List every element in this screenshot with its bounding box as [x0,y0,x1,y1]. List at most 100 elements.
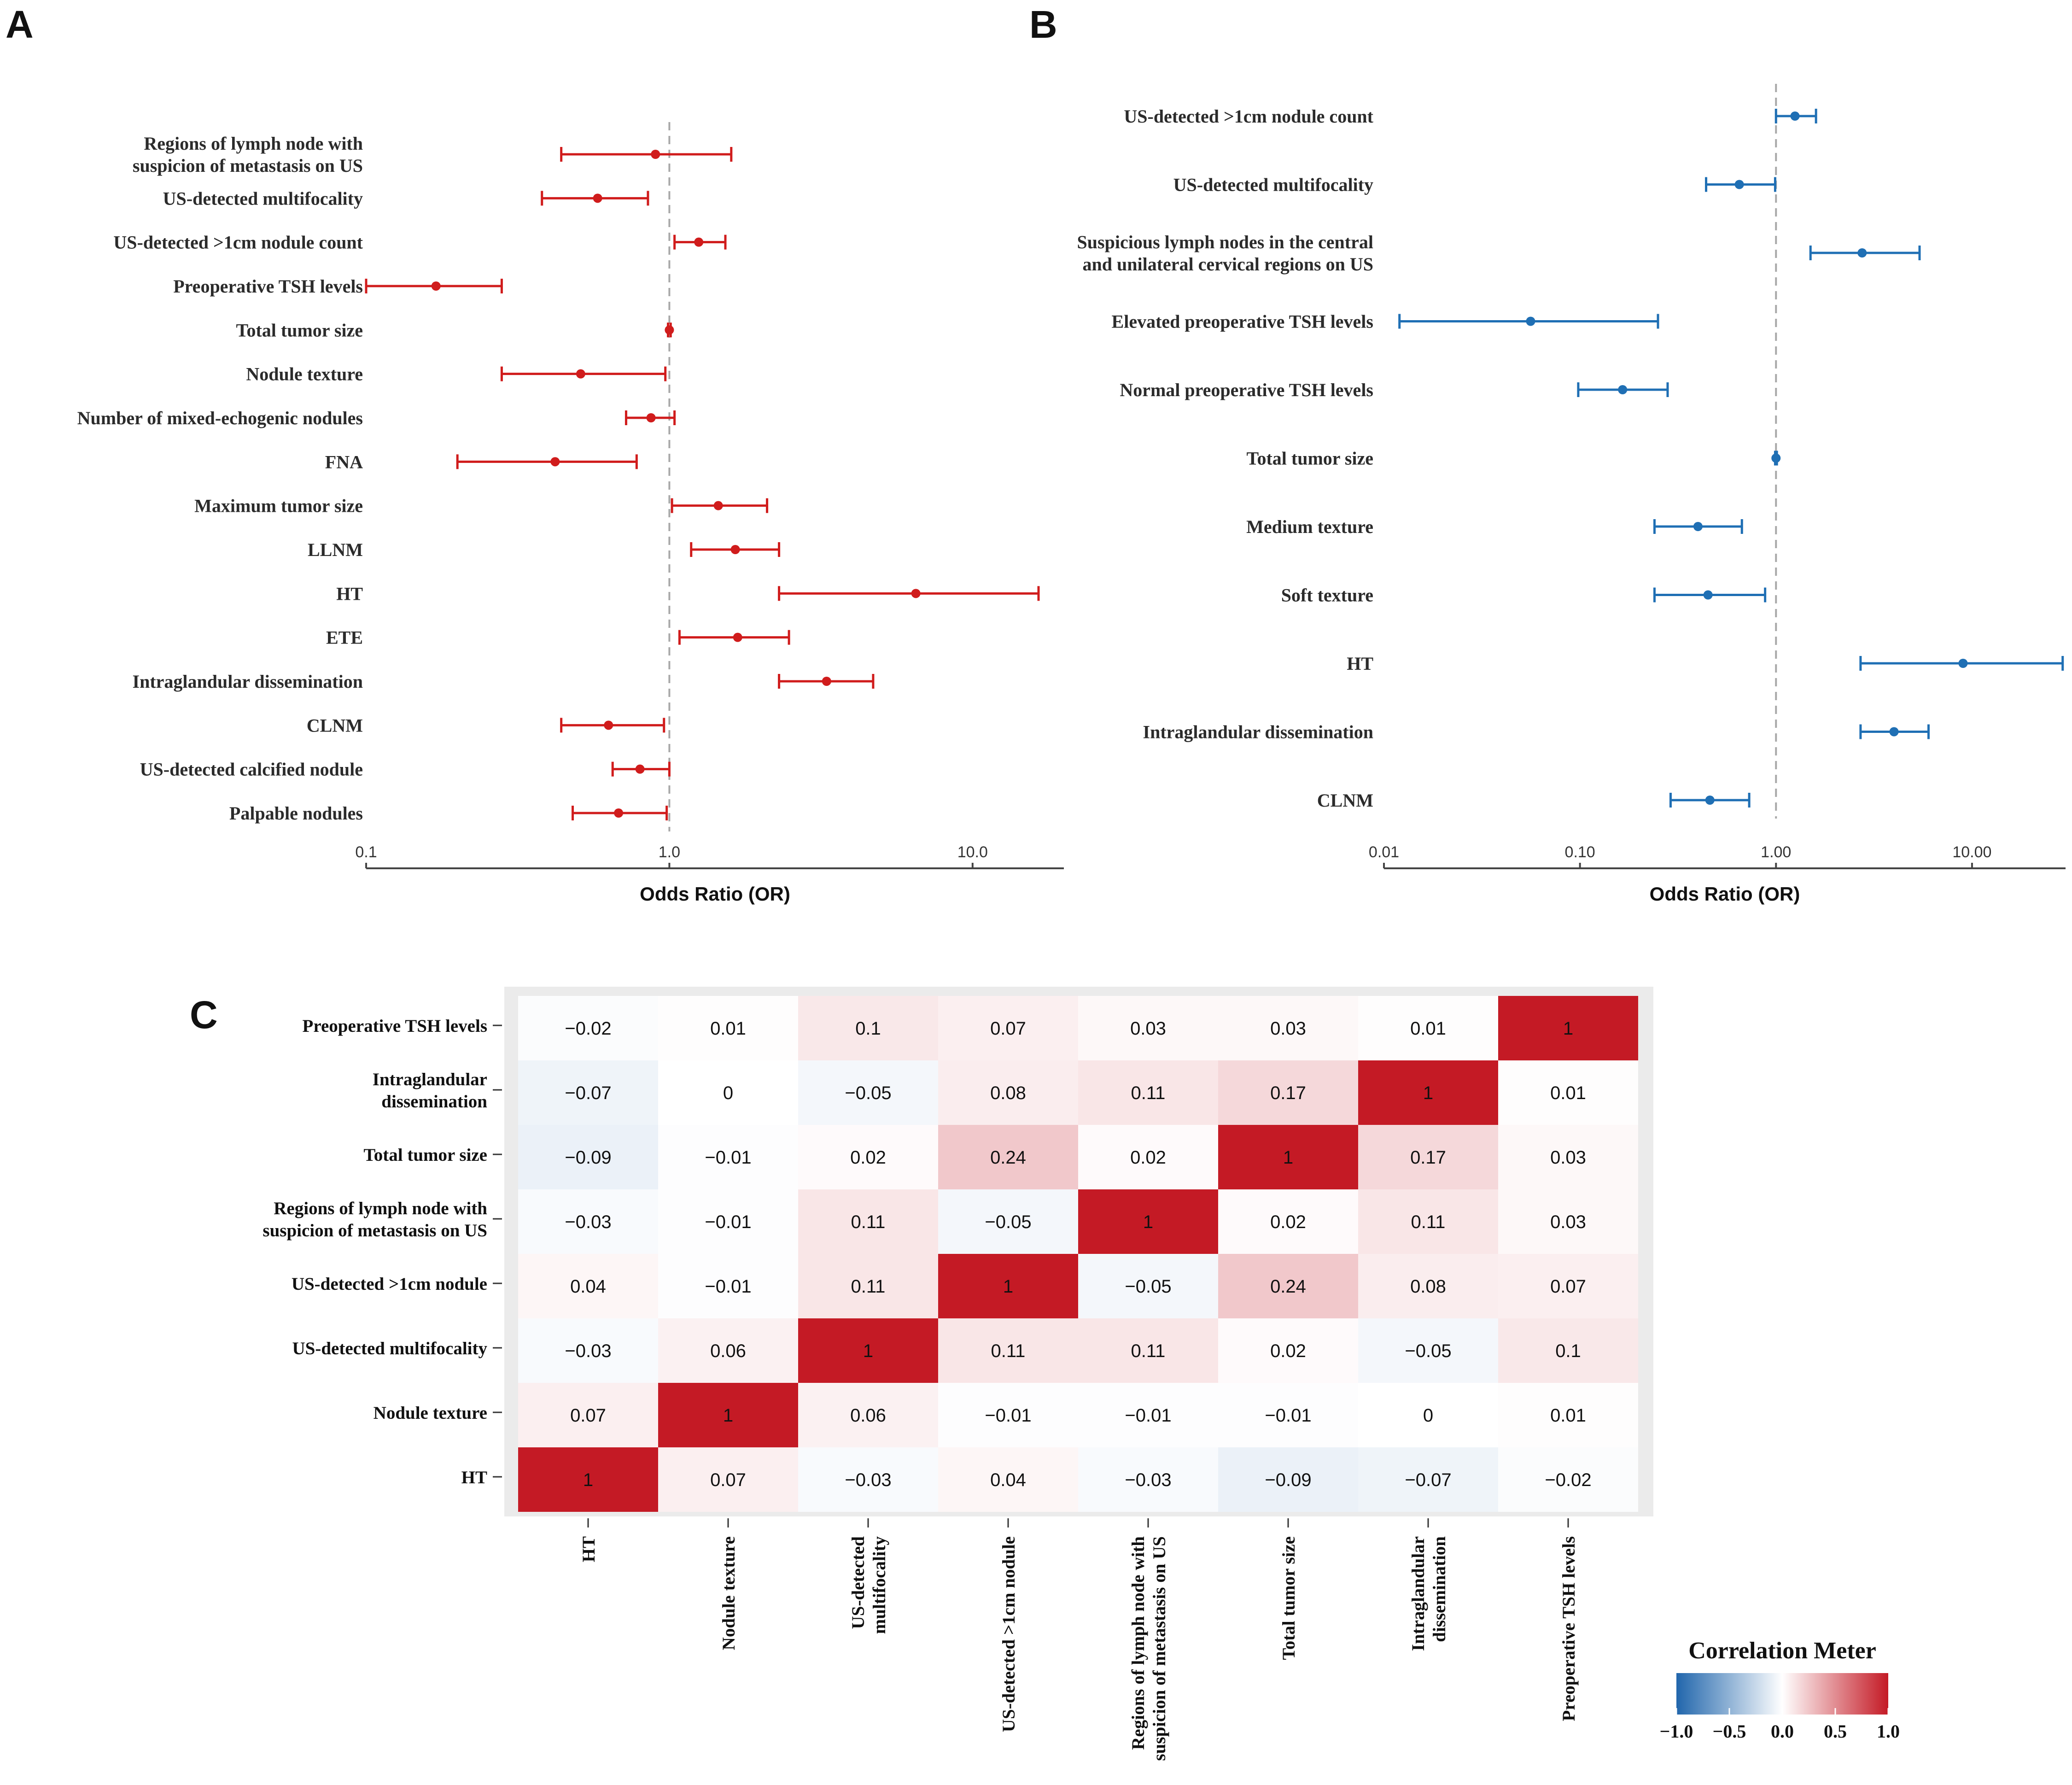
heatmap-cell [938,1318,1078,1383]
heatmap-cell [1078,1383,1218,1447]
or-point [822,677,831,686]
heatmap-cell [658,1125,798,1189]
cell-value: −0.05 [985,1212,1031,1232]
heatmap-cell [1218,1125,1358,1189]
cell-value: 1 [1283,1147,1293,1168]
x-tick-label: 0.01 [1369,843,1399,861]
row-variable-label: Preoperative TSH levels [303,1016,487,1036]
heatmap-cell [1358,1125,1498,1189]
or-point [1705,796,1715,805]
row-label: Number of mixed-echogenic nodules [77,408,363,428]
correlation-legend: Correlation Meter −1.0 −0.5 0.0 0.5 1.0 [1660,1638,1900,1742]
cell-value: 0.11 [1131,1083,1166,1103]
heatmap-cell [798,996,938,1060]
cell-value: −0.03 [565,1212,611,1232]
heatmap-cell [658,996,798,1060]
or-point [1889,727,1899,737]
row-label: ETE [326,627,363,648]
correlation-heatmap: −0.02 0.01 0.1 0.07 0.03 0.03 0.01 1 −0.07 0 −0.05… [263,987,1653,1761]
cell-value: 0.07 [710,1470,746,1490]
or-point [1526,316,1535,326]
heatmap-cell [1358,1060,1498,1125]
row-label: Palpable nodules [229,803,363,824]
row-label: CLNM [307,715,363,736]
or-point [604,720,613,730]
heatmap-cell [1358,1383,1498,1447]
cell-value: 1 [723,1405,733,1426]
heatmap-cell [658,1189,798,1254]
cell-value: 0.07 [570,1405,606,1426]
cell-value: −0.02 [1545,1470,1591,1490]
heatmap-cell [1218,1383,1358,1447]
heatmap-cell [1498,1318,1638,1383]
legend-tick-label: 1.0 [1877,1721,1900,1742]
heatmap-cell [658,1254,798,1318]
cell-value: −0.09 [1265,1470,1311,1490]
heatmap-cell [1498,1254,1638,1318]
row-label: Intraglandular dissemination [1143,722,1374,743]
cell-value: 0.07 [1550,1276,1586,1297]
heatmap-cell [938,1189,1078,1254]
row-label: HT [1347,653,1373,674]
heatmap-cell [1498,1447,1638,1512]
cell-value: 0 [723,1083,733,1103]
row-variable-label: Intraglandular dissemination [373,1070,488,1112]
cell-value: 0.1 [1555,1341,1581,1361]
column-variable-label: US-detectedmultifocality [848,1536,889,1634]
legend-tick-label: 0.5 [1824,1721,1847,1742]
heatmap-cell [518,1125,658,1189]
heatmap-cell [1358,1318,1498,1383]
cell-value: 0.03 [1550,1212,1586,1232]
row-label: Nodule texture [246,364,363,385]
heatmap-cell [798,1189,938,1254]
cell-value: 0.04 [990,1470,1026,1490]
heatmap-cell [518,1254,658,1318]
legend-title: Correlation Meter [1688,1638,1876,1664]
row-label: Total tumor size [1246,448,1373,469]
cell-value: 0.02 [1270,1212,1306,1232]
column-variable-label: Intraglandulardissemination [1408,1536,1449,1651]
heatmap-cell [798,1447,938,1512]
row-variable-label: US-detected multifocality [292,1339,488,1358]
row-label: Elevated preoperative TSH levels [1112,311,1373,332]
row-label: HT [336,583,363,604]
or-point [1771,453,1781,463]
or-point [1618,385,1628,394]
cell-value: −0.01 [705,1276,751,1297]
heatmap-cell [1358,1254,1498,1318]
heatmap-cell [1218,1189,1358,1254]
cell-value: −0.01 [1265,1405,1311,1426]
heatmap-cell [938,1060,1078,1125]
row-label: Medium texture [1246,516,1373,537]
cell-value: 0.01 [1550,1083,1586,1103]
cell-value: 0.01 [710,1018,746,1039]
cell-value: 1 [583,1470,593,1490]
legend-colorbar [1676,1673,1888,1715]
cell-value: 0.03 [1270,1018,1306,1039]
cell-value: 0.03 [1550,1147,1586,1168]
cell-value: −0.05 [1125,1276,1171,1297]
x-axis-title: Odds Ratio (OR) [1650,883,1800,905]
cell-value: 0.06 [850,1405,886,1426]
x-tick-label: 10.00 [1952,843,1991,861]
row-label: CLNM [1317,790,1373,811]
heatmap-cell [1218,1447,1358,1512]
x-tick-label: 1.0 [659,843,680,861]
heatmap-cell [1498,1060,1638,1125]
cell-value: −0.02 [565,1018,611,1039]
heatmap-cell [798,1060,938,1125]
cell-value: 0.02 [850,1147,886,1168]
cell-value: 0.02 [1270,1341,1306,1361]
heatmap-cell [938,1254,1078,1318]
cell-value: 1 [1003,1276,1013,1297]
or-point [646,413,656,422]
panel-letter-a: A [6,3,34,46]
cell-value: 0.24 [990,1147,1026,1168]
row-label: Soft texture [1281,585,1373,606]
or-point [431,281,441,291]
legend-tick-label: 0.0 [1771,1721,1794,1742]
row-label: Total tumor size [236,320,363,340]
forest-plot-b: US-detected >1cm nodule count US-detected… [1077,84,2066,905]
cell-value: 0.11 [851,1212,886,1232]
heatmap-cell [938,1447,1078,1512]
